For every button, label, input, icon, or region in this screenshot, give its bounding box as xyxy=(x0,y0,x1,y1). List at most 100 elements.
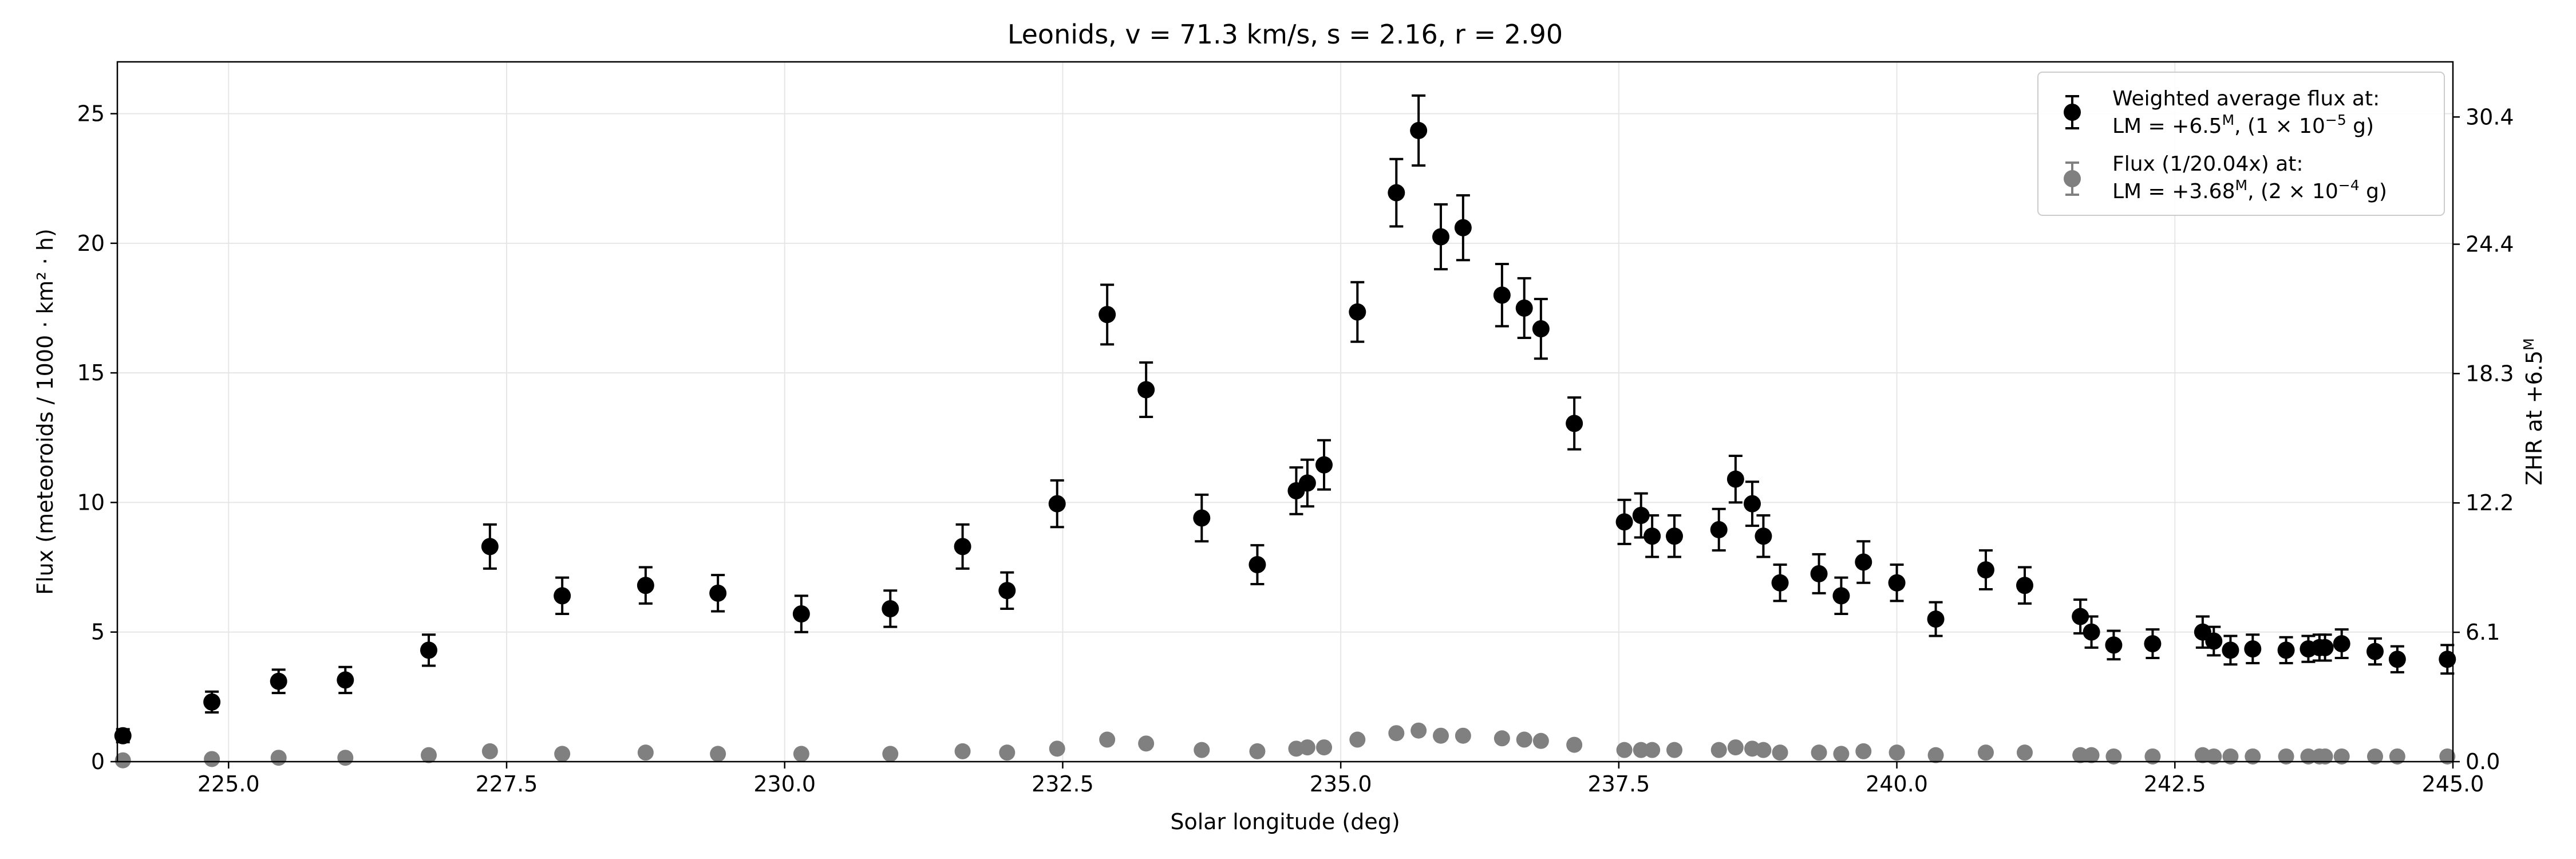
weighted-flux-point xyxy=(1298,474,1316,492)
scaled-flux-point xyxy=(2206,748,2222,765)
x-tick-label: 240.0 xyxy=(1866,771,1928,797)
scaled-flux-point xyxy=(1349,731,1366,748)
weighted-flux-point xyxy=(998,582,1016,600)
scaled-flux-point xyxy=(2367,748,2383,765)
x-tick-label: 235.0 xyxy=(1310,771,1372,797)
scaled-flux-point xyxy=(2072,747,2089,763)
weighted-flux-point xyxy=(270,672,287,690)
y-right-tick-label: 24.4 xyxy=(2466,231,2514,257)
scaled-flux-point xyxy=(1516,731,1532,748)
scaled-flux-point xyxy=(1644,742,1661,758)
scaled-flux-point xyxy=(2144,748,2161,765)
legend-exp: −5 xyxy=(2325,112,2346,128)
axis-ticks: 225.0 227.5 230.0 232.5 235.0 237.5 240.0 242.5… xyxy=(77,101,2514,797)
legend-text-part: g) xyxy=(2346,115,2374,138)
y-right-axis-title: ZHR at +6.5M xyxy=(2520,338,2547,485)
weighted-flux-point xyxy=(2277,641,2295,659)
legend-point xyxy=(2064,170,2081,187)
plot-frame xyxy=(116,61,2454,763)
weighted-flux-point xyxy=(481,538,499,555)
scaled-flux-point xyxy=(2083,747,2100,763)
weighted-flux-point xyxy=(420,641,437,659)
legend-text-part: LM = +3.68 xyxy=(2112,180,2235,203)
series-layer xyxy=(114,94,2456,769)
x-tick-label: 230.0 xyxy=(753,771,816,797)
y-right-tick-label: 0.0 xyxy=(2466,749,2500,774)
scaled-flux-point xyxy=(2439,748,2456,765)
weighted-flux-point xyxy=(1726,470,1744,488)
scaled-flux-point xyxy=(204,751,220,767)
scaled-flux-point xyxy=(1138,735,1155,752)
scaled-flux-point xyxy=(1666,742,1682,758)
scaled-flux-point xyxy=(1299,739,1315,756)
y-tick-label: 0 xyxy=(91,749,105,774)
legend-point xyxy=(2064,104,2081,121)
weighted-flux-point xyxy=(1810,565,1828,582)
scaled-flux-point xyxy=(2222,748,2239,765)
legend-text-part: , (1 × 10 xyxy=(2234,115,2325,138)
weighted-flux-point xyxy=(1137,381,1155,399)
weighted-flux-point xyxy=(1832,587,1850,605)
scaled-flux-point xyxy=(2333,748,2350,765)
y-tick-label: 10 xyxy=(77,490,105,515)
weighted-flux-point xyxy=(2105,636,2123,654)
legend-entry-weighted-flux-line2: LM = +6.5M, (1 × 10−5 g) xyxy=(2112,112,2374,138)
weighted-flux-point xyxy=(1744,495,1761,513)
scaled-flux-point xyxy=(1811,744,1827,761)
weighted-flux-point xyxy=(1643,527,1661,545)
weighted-flux-point xyxy=(2333,635,2350,653)
legend-text-part: , (2 × 10 xyxy=(2247,180,2338,203)
weighted-flux-point xyxy=(1048,495,1066,513)
scaled-flux-point xyxy=(1494,730,1510,747)
weighted-flux-point xyxy=(2016,577,2033,594)
scaled-flux-point xyxy=(1616,742,1633,758)
weighted-flux-point xyxy=(1193,509,1211,527)
legend-text-part: g) xyxy=(2360,180,2387,203)
scaled-flux-point xyxy=(2389,748,2405,765)
scaled-flux-point xyxy=(954,743,971,759)
weighted-flux-point xyxy=(2366,643,2384,660)
scaled-flux-point xyxy=(481,743,498,759)
weighted-flux-point xyxy=(554,587,571,605)
y-right-axis-title-sup: M xyxy=(2520,338,2537,350)
scaled-flux-point xyxy=(1855,743,1872,759)
scaled-flux-point xyxy=(637,744,654,761)
scaled-flux-point xyxy=(337,750,354,766)
legend-text-part: LM = +6.5 xyxy=(2112,115,2222,138)
y-right-tick-label: 12.2 xyxy=(2466,490,2514,515)
y-right-tick-label: 30.4 xyxy=(2466,104,2514,129)
weighted-flux-point xyxy=(1493,286,1511,304)
weighted-flux-point xyxy=(1927,610,1945,628)
legend-box xyxy=(2037,72,2445,216)
scaled-flux-point xyxy=(1316,739,1332,756)
weighted-flux-point xyxy=(2244,640,2262,658)
scaled-flux-point xyxy=(1755,742,1772,758)
y-tick-label: 5 xyxy=(91,620,105,645)
weighted-flux-point xyxy=(1755,527,1772,545)
weighted-flux-point xyxy=(2388,651,2406,668)
weighted-flux-point xyxy=(1454,219,1472,237)
legend: Weighted average flux at: LM = +6.5M, (1… xyxy=(2037,72,2445,216)
weighted-flux-point xyxy=(882,600,899,617)
weighted-flux-point xyxy=(1615,513,1633,531)
weighted-flux-point xyxy=(1410,121,1428,139)
scaled-flux-point xyxy=(1411,722,1427,739)
weighted-flux-point xyxy=(2222,641,2239,659)
legend-sup: M xyxy=(2222,112,2235,128)
scaled-flux-point xyxy=(2245,748,2261,765)
x-tick-label: 227.5 xyxy=(476,771,538,797)
legend-entry-scaled-flux-line2: LM = +3.68M, (2 × 10−4 g) xyxy=(2112,177,2387,203)
weighted-flux-point xyxy=(1249,556,1266,574)
scaled-flux-point xyxy=(1049,740,1065,757)
scaled-flux-point xyxy=(1772,744,1788,761)
weighted-flux-point xyxy=(637,577,654,594)
weighted-flux-point xyxy=(1515,299,1533,317)
weighted-flux-point xyxy=(1977,561,1994,579)
scaled-flux-point xyxy=(1978,744,1994,761)
legend-entry-weighted-flux-line1: Weighted average flux at: xyxy=(2112,87,2380,111)
scaled-flux-point xyxy=(999,744,1016,761)
weighted-flux-point xyxy=(114,727,132,744)
scaled-flux-point xyxy=(1532,732,1549,749)
scaled-flux-point xyxy=(1633,742,1649,758)
weighted-flux-point xyxy=(1566,415,1583,432)
